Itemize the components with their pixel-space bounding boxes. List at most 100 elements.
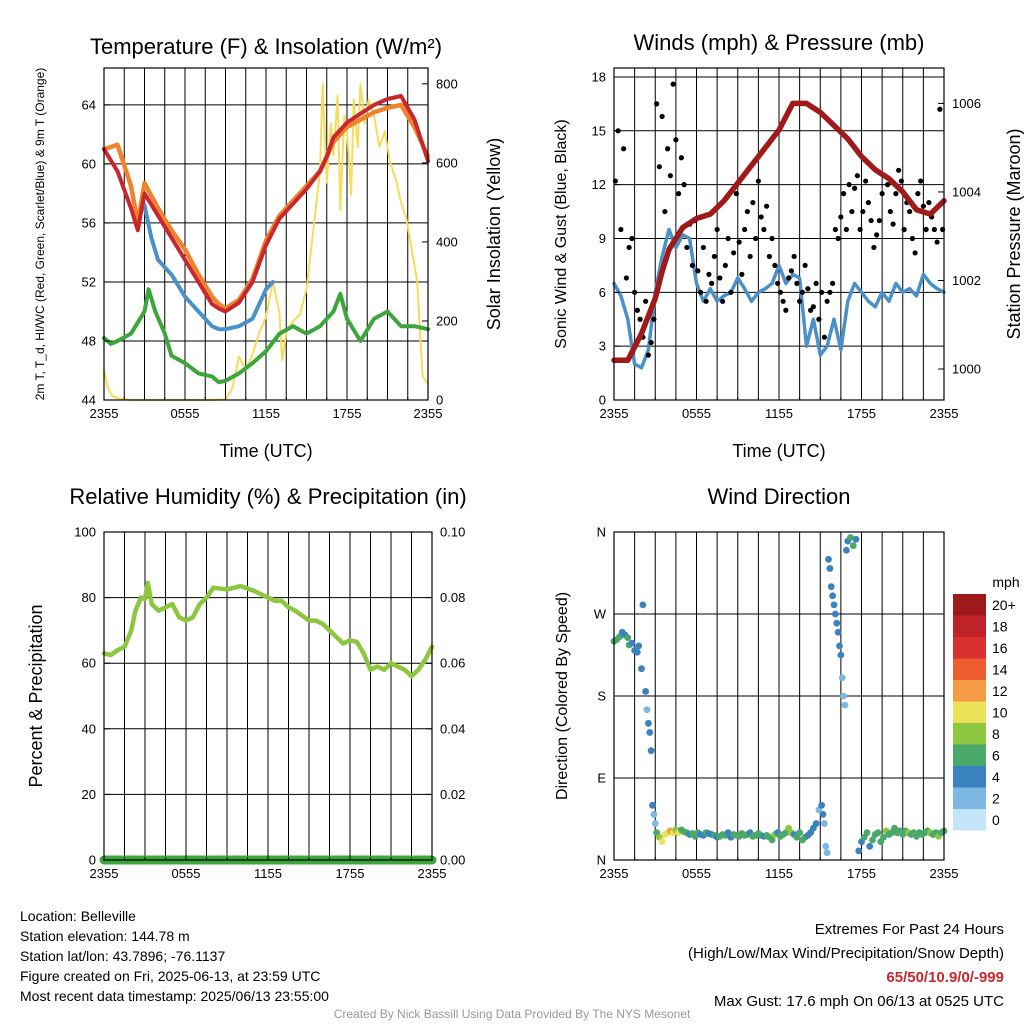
series-windchill (142, 203, 275, 332)
extremes-subtitle: (High/Low/Max Wind/Precipitation/Snow De… (688, 945, 1004, 962)
gust-point (887, 208, 893, 215)
direction-point (649, 801, 656, 809)
y-tick-label: 9 (599, 231, 606, 246)
gust-point (665, 146, 671, 152)
gust-point (912, 250, 918, 256)
gust-point (854, 173, 860, 179)
chart-title: Winds (mph) & Pressure (mb) (634, 30, 925, 55)
gust-point (893, 191, 899, 197)
y-axis-label: 2m T, T_d, HI/WC (Red, Green, Scarlet/Bl… (33, 68, 47, 401)
gust-point (728, 289, 734, 295)
direction-point (812, 820, 820, 827)
direction-point (847, 534, 854, 541)
gust-point (821, 334, 827, 340)
x-tick-label: 2355 (414, 406, 443, 421)
gust-point (788, 268, 794, 274)
y-tick-label: 6 (599, 285, 606, 300)
direction-point (628, 639, 636, 647)
gust-point (843, 226, 849, 233)
gust-point (717, 275, 723, 281)
x-tick-label: 0555 (172, 866, 201, 881)
y-tick-label: N (597, 525, 606, 540)
gust-point (651, 316, 657, 322)
gust-point (648, 339, 654, 346)
gust-point (703, 298, 709, 304)
legend-label: 16 (992, 640, 1008, 656)
extremes-title: Extremes For Past 24 Hours (814, 921, 1004, 938)
direction-point (647, 747, 655, 755)
gust-point (747, 253, 753, 260)
gust-point (846, 182, 852, 188)
gust-point (857, 226, 863, 233)
legend-swatch (953, 766, 986, 788)
gust-point (813, 280, 819, 286)
legend-label: 8 (992, 726, 1000, 742)
gust-point (698, 289, 704, 295)
x-tick-label: 2355 (418, 866, 447, 881)
direction-point (635, 642, 643, 650)
series-wind (612, 227, 946, 370)
direction-point (650, 811, 658, 818)
gust-point (643, 298, 649, 304)
y-tick-label: 0 (599, 393, 606, 408)
y-tick-label: W (594, 607, 607, 622)
gust-point (901, 226, 907, 233)
y-tick-label: 48 (82, 333, 96, 348)
direction-point (842, 546, 850, 554)
legend-label: 12 (992, 683, 1008, 699)
gust-point (758, 214, 764, 220)
y-tick-label: E (597, 771, 606, 786)
series-rh (101, 580, 435, 679)
y-tick-label: 3 (599, 339, 606, 354)
credit-line: Created By Nick Bassill Using Data Provi… (333, 1007, 691, 1021)
y2-tick-label: 200 (436, 313, 458, 328)
y2-tick-label: 0.06 (440, 656, 465, 671)
direction-point (840, 692, 848, 700)
direction-point (822, 842, 830, 850)
gust-point (871, 244, 877, 251)
gust-point (766, 253, 772, 260)
gust-point (909, 235, 915, 242)
station-info: Location: Belleville Station elevation: … (20, 906, 329, 1006)
gust-point (761, 226, 767, 233)
legend-swatch (953, 787, 986, 809)
gust-point (733, 191, 739, 197)
gust-point (637, 316, 643, 322)
x-tick-label: 1155 (765, 406, 793, 421)
direction-point (624, 634, 632, 642)
gust-point (744, 208, 750, 215)
gust-point (923, 226, 929, 233)
gust-point (786, 275, 792, 281)
extremes-panel: Extremes For Past 24 Hours (High/Low/Max… (688, 918, 1004, 1014)
gust-point (920, 203, 926, 209)
y2-axis-label: Solar Insolation (Yellow) (484, 138, 504, 330)
gust-point (736, 239, 742, 245)
chart-title: Temperature (F) & Insolation (W/m²) (90, 34, 442, 59)
gust-point (720, 298, 726, 304)
gust-point (654, 101, 660, 107)
gust-point (819, 289, 825, 295)
legend-label: 6 (992, 747, 1000, 763)
direction-point (837, 651, 845, 659)
gust-point (934, 239, 940, 245)
direction-point (644, 719, 652, 727)
gust-point (667, 173, 673, 179)
gust-point (780, 298, 786, 304)
station-elevation: Station elevation: 144.78 m (20, 928, 190, 944)
legend-label: 4 (992, 769, 1000, 785)
x-tick-label: 2355 (600, 866, 629, 881)
gust-point (802, 262, 808, 269)
gust-point (830, 280, 836, 286)
gust-point (931, 226, 937, 233)
legend-label: 14 (992, 661, 1008, 677)
gust-point (709, 280, 715, 286)
gust-point (623, 275, 629, 281)
legend-swatch (953, 637, 986, 659)
gust-point (835, 235, 841, 242)
gust-point (797, 298, 803, 304)
gust-point (755, 178, 761, 184)
y-tick-label: 56 (82, 215, 96, 230)
gust-point (764, 203, 770, 209)
station-latlon: Station lat/lon: 43.7896; -76.1137 (20, 948, 226, 964)
legend-label: 10 (992, 704, 1008, 720)
